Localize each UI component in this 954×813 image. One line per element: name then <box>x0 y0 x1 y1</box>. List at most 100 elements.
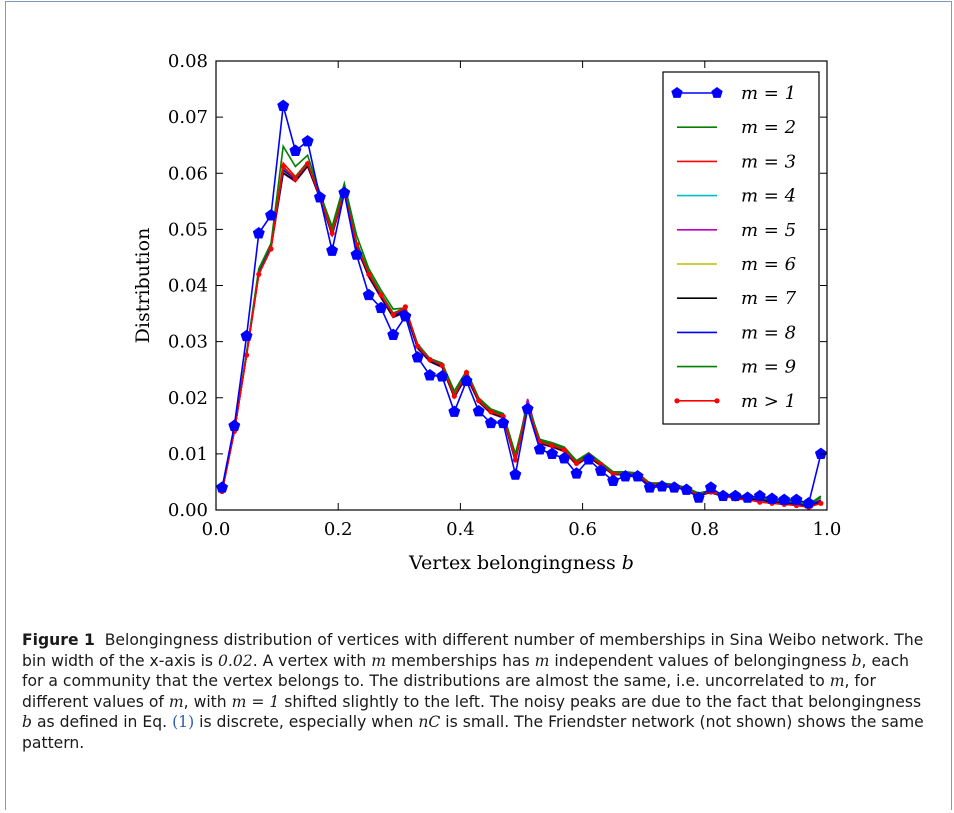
series-10-point <box>440 363 445 368</box>
series-10-point <box>488 409 493 414</box>
series-1-point <box>546 448 558 459</box>
series-10-point <box>256 272 261 277</box>
series-1-point <box>449 406 460 417</box>
y-tick-label: 0.02 <box>168 388 208 409</box>
series-1-point <box>717 490 728 501</box>
series-1-point <box>766 493 777 504</box>
series-10-point <box>305 161 310 166</box>
legend-label: m = 4 <box>741 186 796 207</box>
series-1-point <box>216 482 227 493</box>
caption-text: Belongingness distribution of vertices w… <box>22 631 924 752</box>
y-tick-label: 0.08 <box>168 51 208 72</box>
caption-math: 0.02 <box>218 652 253 670</box>
series-10-point <box>330 231 335 236</box>
caption-text-run: independent values of belongingness <box>549 652 851 670</box>
caption-text-run: as defined in Eq. <box>32 713 172 731</box>
series-1-point <box>779 494 790 505</box>
caption-math: m = 1 <box>232 693 280 711</box>
series-1-point <box>803 497 814 508</box>
caption-math: b <box>852 652 862 670</box>
caption-math: nC <box>418 713 440 731</box>
series-10-point <box>415 344 420 349</box>
series-10-point <box>403 304 408 309</box>
caption-math: m <box>371 652 386 670</box>
legend-label: m = 3 <box>741 151 796 172</box>
y-tick-label: 0.01 <box>168 444 208 465</box>
series-1-point <box>314 191 325 202</box>
caption-label: Figure 1 <box>22 631 95 649</box>
caption-math: b <box>22 713 32 731</box>
legend-marker <box>714 398 719 403</box>
series-1-point <box>791 494 803 505</box>
y-tick-label: 0.07 <box>168 107 208 128</box>
series-1-point <box>388 329 399 340</box>
series-10-point <box>391 312 396 317</box>
series-10-point <box>562 447 567 452</box>
series-1-point <box>229 420 240 431</box>
equation-ref-link[interactable]: (1) <box>172 713 194 731</box>
series-1-point <box>681 484 692 495</box>
series-1-point <box>302 135 314 146</box>
legend-label: m > 1 <box>741 391 796 412</box>
legend-label: m = 8 <box>741 322 796 343</box>
x-tick-label: 1.0 <box>813 519 842 540</box>
series-1-point <box>522 403 533 414</box>
series-1-point <box>754 490 765 501</box>
series-10-point <box>427 357 432 362</box>
series-10-point <box>464 370 469 375</box>
series-1-point <box>730 490 742 501</box>
y-tick-label: 0.00 <box>168 500 208 521</box>
y-tick-label: 0.05 <box>168 219 208 240</box>
series-1-point <box>815 448 826 459</box>
series-1-point <box>510 469 521 480</box>
caption-text-run: shifted slightly to the left. The noisy … <box>279 693 921 711</box>
series-10-point <box>378 292 383 297</box>
legend: m = 1 m = 2 m = 3 m = 4 m = 5 m = 6 m = 7 m = 8… <box>663 72 819 424</box>
y-axis-label: Distribution <box>132 228 154 344</box>
caption-text-run: . A vertex with <box>253 652 371 670</box>
x-tick-label: 0.6 <box>568 519 597 540</box>
series-1-point <box>742 492 753 503</box>
y-tick-label: 0.04 <box>168 276 208 297</box>
caption-text-run: is discrete, especially when <box>194 713 418 731</box>
legend-marker <box>674 398 679 403</box>
series-10-point <box>549 443 554 448</box>
series-10-point <box>281 164 286 169</box>
caption-math: m <box>535 652 550 670</box>
series-1-point <box>498 417 509 428</box>
series-10-point <box>574 461 579 466</box>
series-1-point <box>669 482 681 493</box>
legend-label: m = 2 <box>741 117 796 138</box>
series-10-point <box>293 176 298 181</box>
x-tick-label: 0.4 <box>446 519 475 540</box>
legend-label: m = 1 <box>741 83 796 104</box>
x-tick-label: 0.2 <box>324 519 353 540</box>
belongingness-chart: 0.0 0.2 0.4 0.6 0.8 1.0 0.00 0.01 0.02 0.03 0.04 0… <box>0 0 954 600</box>
series-1-point <box>363 289 375 300</box>
series-10-point <box>268 246 273 251</box>
series-1-point <box>253 227 264 238</box>
caption-math: m <box>169 693 184 711</box>
series-10-point <box>452 394 457 399</box>
y-tick-label: 0.03 <box>168 332 208 353</box>
legend-label: m = 6 <box>741 254 796 275</box>
series-1-point <box>278 100 289 111</box>
series-10-point <box>366 272 371 277</box>
x-axis-label: Vertex belongingness b <box>408 552 634 574</box>
series-10-point <box>476 398 481 403</box>
figure-caption: Figure 1 Belongingness distribution of v… <box>22 630 932 754</box>
x-tick-label: 0.8 <box>690 519 719 540</box>
series-1-point <box>656 480 667 491</box>
caption-text-run: , with <box>184 693 232 711</box>
series-1-point <box>326 245 337 256</box>
x-tick-label: 0.0 <box>202 519 231 540</box>
legend-label: m = 5 <box>741 220 796 241</box>
series-1-point <box>339 187 350 198</box>
series-10-point <box>818 501 823 506</box>
legend-label: m = 7 <box>741 288 797 309</box>
caption-text-run: memberships has <box>386 652 535 670</box>
y-tick-label: 0.06 <box>168 163 208 184</box>
legend-label: m = 9 <box>741 357 796 378</box>
series-1-point <box>705 482 716 493</box>
series-1-point <box>424 369 436 380</box>
